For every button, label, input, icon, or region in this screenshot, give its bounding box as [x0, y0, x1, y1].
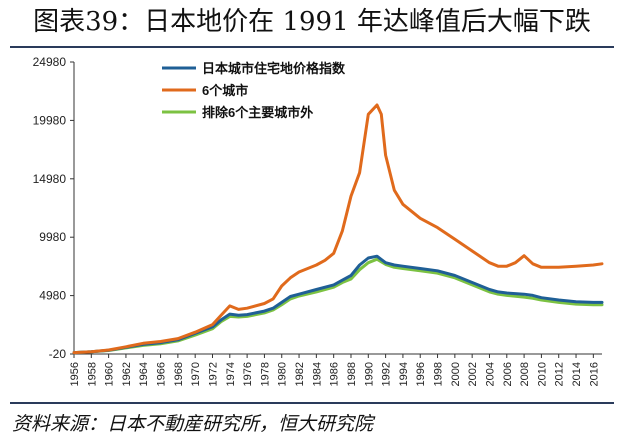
x-tick-label: 1994: [398, 362, 410, 386]
source-divider: [10, 402, 614, 404]
x-tick-label: 2000: [450, 362, 462, 386]
x-tick-label: 1998: [433, 362, 445, 386]
x-tick-label: 1992: [381, 362, 393, 386]
x-tick-label: 2010: [536, 362, 548, 386]
y-tick-label: 14980: [33, 172, 67, 186]
legend-label: 排除6个主要城市外: [202, 105, 313, 120]
x-tick-label: 1966: [156, 362, 168, 386]
x-tick-label: 1978: [259, 362, 271, 386]
x-tick-label: 2016: [588, 362, 600, 386]
land-price-line-chart: -20 4980 9980 14980 19980 24980 1956 1958 1960 19…: [33, 55, 604, 386]
y-tick-label: -20: [49, 347, 67, 361]
y-tick-label: 24980: [33, 55, 67, 69]
series-line: [72, 254, 604, 355]
legend-label: 6个城市: [202, 83, 248, 98]
x-tick-label: 1958: [86, 362, 98, 386]
y-tick-label: 19980: [33, 113, 67, 127]
title-divider: [10, 46, 614, 48]
x-tick-label: 2008: [519, 362, 531, 386]
series-line: [72, 257, 604, 355]
x-tick-label: 1974: [225, 362, 237, 386]
x-tick-label: 1960: [104, 362, 116, 386]
legend-label: 日本城市住宅地价格指数: [202, 61, 346, 76]
y-tick-label: 4980: [39, 289, 66, 303]
y-tick-label: 9980: [39, 230, 66, 244]
x-tick-label: 1964: [138, 362, 150, 386]
x-tick-label: 1970: [190, 362, 202, 386]
x-tick-label: 2004: [484, 362, 496, 386]
x-tick-label: 1972: [207, 362, 219, 386]
x-tick-label: 1984: [311, 362, 323, 386]
x-tick-label: 2002: [467, 362, 479, 386]
x-tick-label: 1980: [277, 362, 289, 386]
x-tick-label: 1956: [69, 362, 81, 386]
x-tick-label: 1976: [242, 362, 254, 386]
x-tick-label: 1990: [363, 362, 375, 386]
x-tick-label: 2014: [571, 362, 583, 386]
page-title: 图表39：日本地价在 1991 年达峰值后大幅下跌: [33, 7, 591, 37]
x-tick-label: 1968: [173, 362, 185, 386]
x-tick-label: 2006: [502, 362, 514, 386]
x-tick-label: 1986: [329, 362, 341, 386]
source-note: 资料来源：日本不動産研究所，恒大研究院: [12, 413, 374, 435]
series-line: [72, 103, 604, 355]
x-tick-label: 1982: [294, 362, 306, 386]
x-tick-label: 1996: [415, 362, 427, 386]
x-tick-label: 2012: [554, 362, 566, 386]
x-tick-label: 1962: [121, 362, 133, 386]
x-tick-label: 1988: [346, 362, 358, 386]
